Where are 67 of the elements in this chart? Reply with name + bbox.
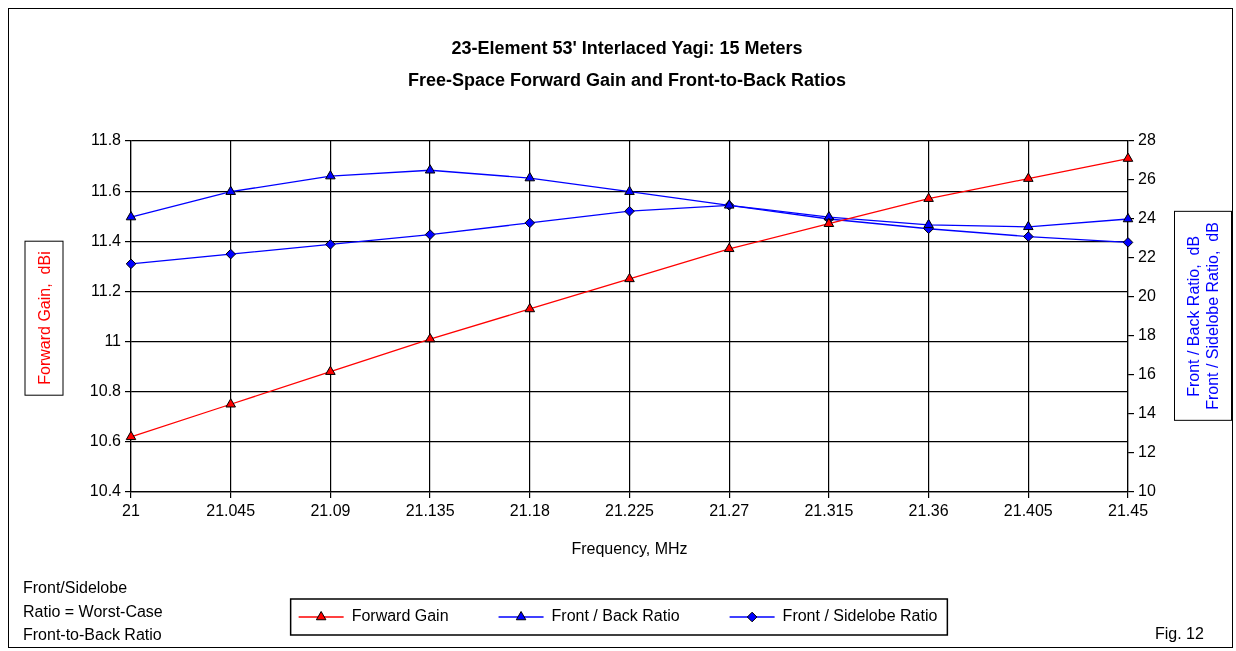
text: Front/Sidelobe Ratio = Worst-Case Front-to-Back Ratio xyxy=(23,578,163,645)
y2-tick-label: 20 xyxy=(1138,287,1156,305)
point xyxy=(325,239,336,250)
x-tick-label: 21.09 xyxy=(310,502,351,520)
chart-title: 23-Element 53' Interlaced Yagi: 15 Meters xyxy=(450,37,804,59)
x-tick-label: 21.405 xyxy=(1003,502,1053,520)
point xyxy=(1023,231,1034,242)
y2-tick-label: 24 xyxy=(1138,209,1156,227)
x-tick-label: 21.45 xyxy=(1107,502,1149,520)
y2-tick-label: 14 xyxy=(1138,404,1156,422)
point xyxy=(723,242,735,253)
point xyxy=(1023,220,1034,231)
point xyxy=(125,430,137,441)
point xyxy=(225,398,236,408)
point xyxy=(1023,172,1034,182)
point xyxy=(225,248,236,260)
y2-tick-label: 10 xyxy=(1138,482,1156,500)
point xyxy=(923,218,934,229)
point xyxy=(1122,213,1134,223)
point xyxy=(424,164,436,174)
point xyxy=(424,229,436,240)
point xyxy=(225,185,236,195)
point xyxy=(125,211,137,221)
x-tick-label: 21 xyxy=(122,502,140,520)
x-tick-label: 21.315 xyxy=(804,502,854,520)
point xyxy=(524,217,536,229)
y-tick-label: 11.4 xyxy=(91,231,122,249)
y2-tick-label: 18 xyxy=(1138,326,1156,344)
point xyxy=(524,172,536,182)
x-axis-title: Frequency, MHz xyxy=(571,539,688,557)
point xyxy=(624,272,635,283)
point xyxy=(823,217,835,227)
point xyxy=(125,258,137,270)
legend-label: Front / Sidelobe Ratio xyxy=(782,607,938,625)
y-tick-label: 11.6 xyxy=(91,181,122,199)
y2-tick-label: 16 xyxy=(1138,365,1156,383)
y2-axis-title: Front / Back Ratio, dB Front / Sidelobe Ratio, dB xyxy=(1174,211,1232,421)
y-tick-label: 11.8 xyxy=(91,131,122,149)
legend-label: Front / Back Ratio xyxy=(551,607,680,625)
y-axis-title: Forward Gain, dBi xyxy=(24,240,64,396)
point xyxy=(325,170,336,180)
point xyxy=(325,365,336,375)
y2-tick-label: 22 xyxy=(1138,248,1156,266)
x-tick-label: 21.135 xyxy=(405,502,455,520)
point xyxy=(624,185,635,195)
point xyxy=(524,302,536,313)
x-tick-label: 21.27 xyxy=(709,502,750,520)
y-tick-label: 11 xyxy=(104,331,122,349)
y-tick-label: 11.2 xyxy=(91,281,122,299)
y-tick-label: 10.8 xyxy=(89,382,122,400)
point xyxy=(1122,152,1134,162)
x-tick-label: 21.225 xyxy=(605,502,655,520)
y-tick-label: 10.6 xyxy=(89,432,122,450)
y2-tick-label: 12 xyxy=(1138,443,1156,461)
point xyxy=(923,192,934,202)
y2-tick-label: 26 xyxy=(1138,170,1156,188)
point xyxy=(424,333,436,343)
y2-tick-label: 28 xyxy=(1138,131,1156,149)
y-tick-label: 10.4 xyxy=(89,482,122,500)
chart-subtitle: Free-Space Forward Gain and Front-to-Back Ratios xyxy=(406,69,848,91)
x-tick-label: 21.36 xyxy=(908,502,949,520)
point xyxy=(624,205,635,217)
caption: Fig. 12 xyxy=(1155,624,1204,644)
x-tick-label: 21.045 xyxy=(206,502,256,520)
x-tick-label: 21.18 xyxy=(509,502,550,520)
point xyxy=(1122,237,1134,248)
legend-label: Forward Gain xyxy=(351,607,449,625)
